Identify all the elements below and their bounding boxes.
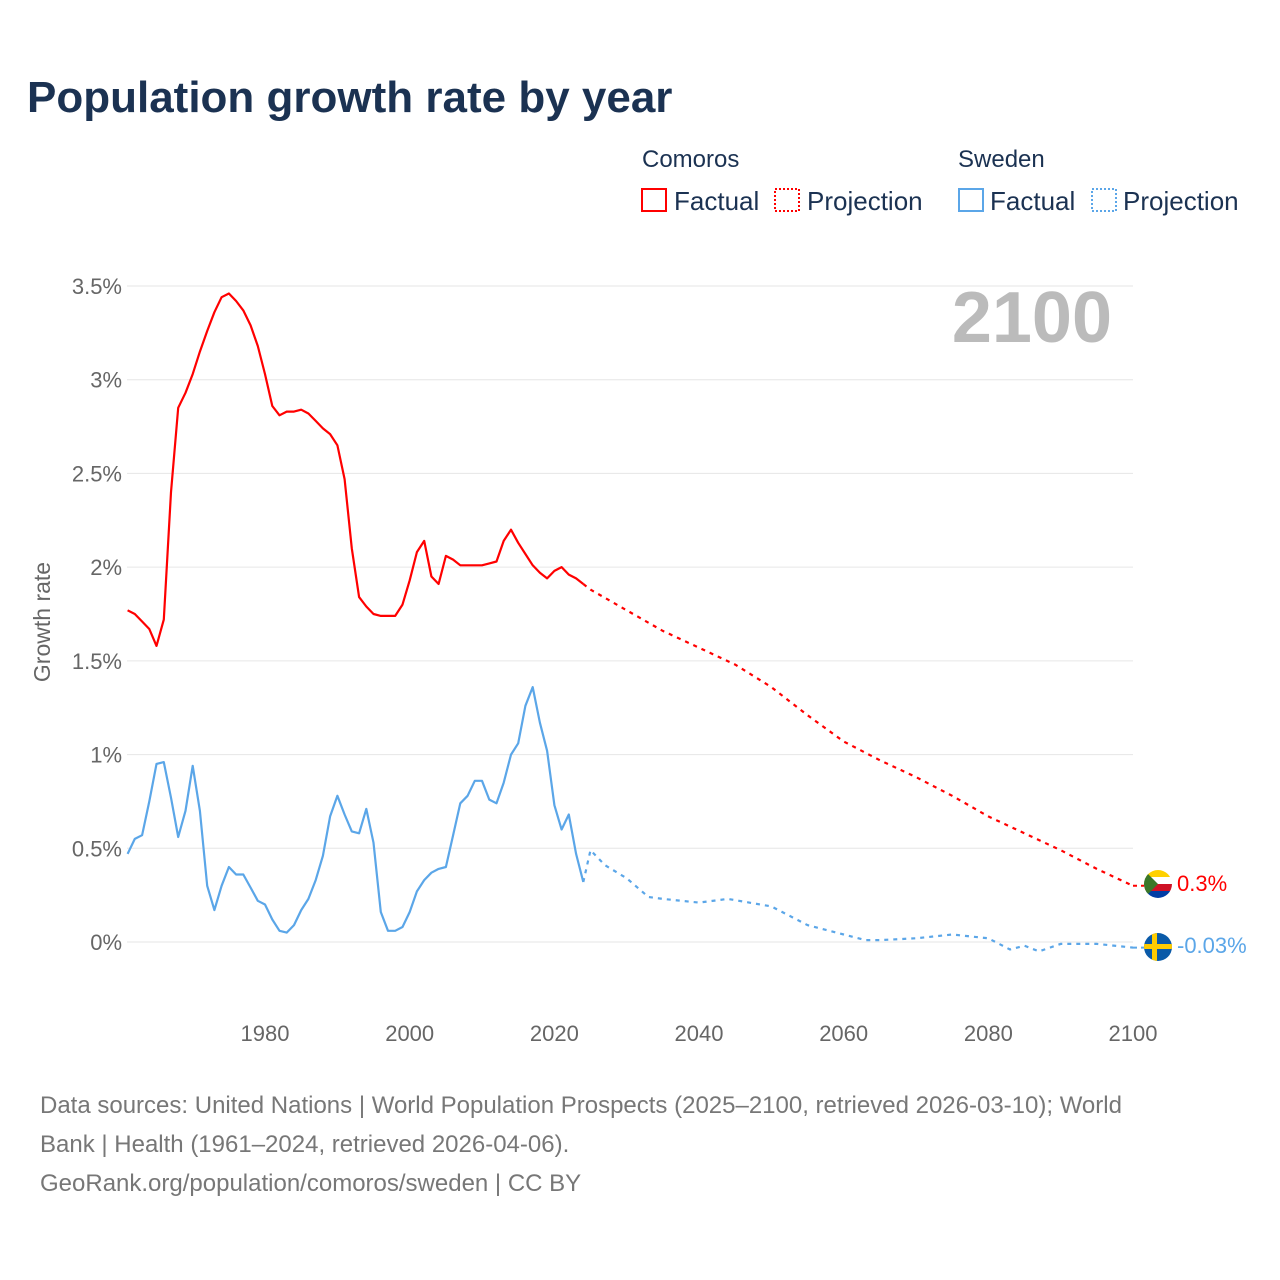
legend-swatch-sweden-projection [1091, 188, 1117, 212]
x-tick-label: 2060 [819, 1021, 868, 1046]
legend-comoros-projection[interactable]: Projection [807, 186, 923, 216]
y-tick-label: 2.5% [72, 461, 122, 486]
y-tick-label: 1.5% [72, 649, 122, 674]
sweden-flag [1144, 933, 1172, 961]
series-lines [126, 292, 1144, 953]
comoros-end-label: 0.3% [1177, 871, 1227, 896]
y-tick-label: 2% [90, 555, 122, 580]
footer-attribution-link[interactable]: GeoRank.org/population/comoros/sweden | … [40, 1170, 581, 1197]
sweden-projection-line [582, 847, 1134, 953]
comoros-factual-line [127, 292, 584, 648]
x-axis: 1980 2000 2020 2040 2060 2080 2100 [241, 1021, 1158, 1046]
grid [127, 285, 1133, 943]
legend-swatch-comoros-projection [774, 188, 800, 212]
legend-sweden-projection[interactable]: Projection [1123, 186, 1239, 216]
x-tick-label: 2040 [675, 1021, 724, 1046]
legend-sweden-factual[interactable]: Factual [990, 186, 1075, 216]
y-axis-label: Growth rate [29, 562, 55, 682]
y-tick-label: 0% [90, 930, 122, 955]
x-tick-label: 2100 [1109, 1021, 1158, 1046]
legend-swatch-sweden-factual [958, 188, 984, 212]
y-tick-label: 0.5% [72, 836, 122, 861]
current-year-display: 2100 [952, 278, 1112, 358]
y-tick-label: 3% [90, 368, 122, 393]
x-tick-label: 2000 [385, 1021, 434, 1046]
chart-title: Population growth rate by year [27, 73, 672, 122]
comoros-flag [1144, 870, 1172, 898]
sweden-end-label: -0.03% [1177, 933, 1247, 958]
y-axis: 0% 0.5% 1% 1.5% 2% 2.5% 3% 3.5% [72, 274, 122, 955]
comoros-projection-line [582, 583, 1134, 887]
legend-group-comoros: Comoros [642, 146, 739, 173]
y-tick-label: 1% [90, 743, 122, 768]
x-tick-label: 2080 [964, 1021, 1013, 1046]
x-tick-label: 1980 [241, 1021, 290, 1046]
legend-group-sweden: Sweden [958, 146, 1045, 173]
sweden-factual-line [126, 685, 585, 934]
legend: Comoros Factual Projection Sweden Factua… [641, 146, 1239, 216]
footer-sources-line1: Data sources: United Nations | World Pop… [40, 1092, 1122, 1119]
footer-sources-line2: Bank | Health (1961–2024, retrieved 2026… [40, 1131, 569, 1158]
y-tick-label: 3.5% [72, 274, 122, 299]
legend-comoros-factual[interactable]: Factual [674, 186, 759, 216]
legend-swatch-comoros-factual [641, 188, 667, 212]
x-tick-label: 2020 [530, 1021, 579, 1046]
